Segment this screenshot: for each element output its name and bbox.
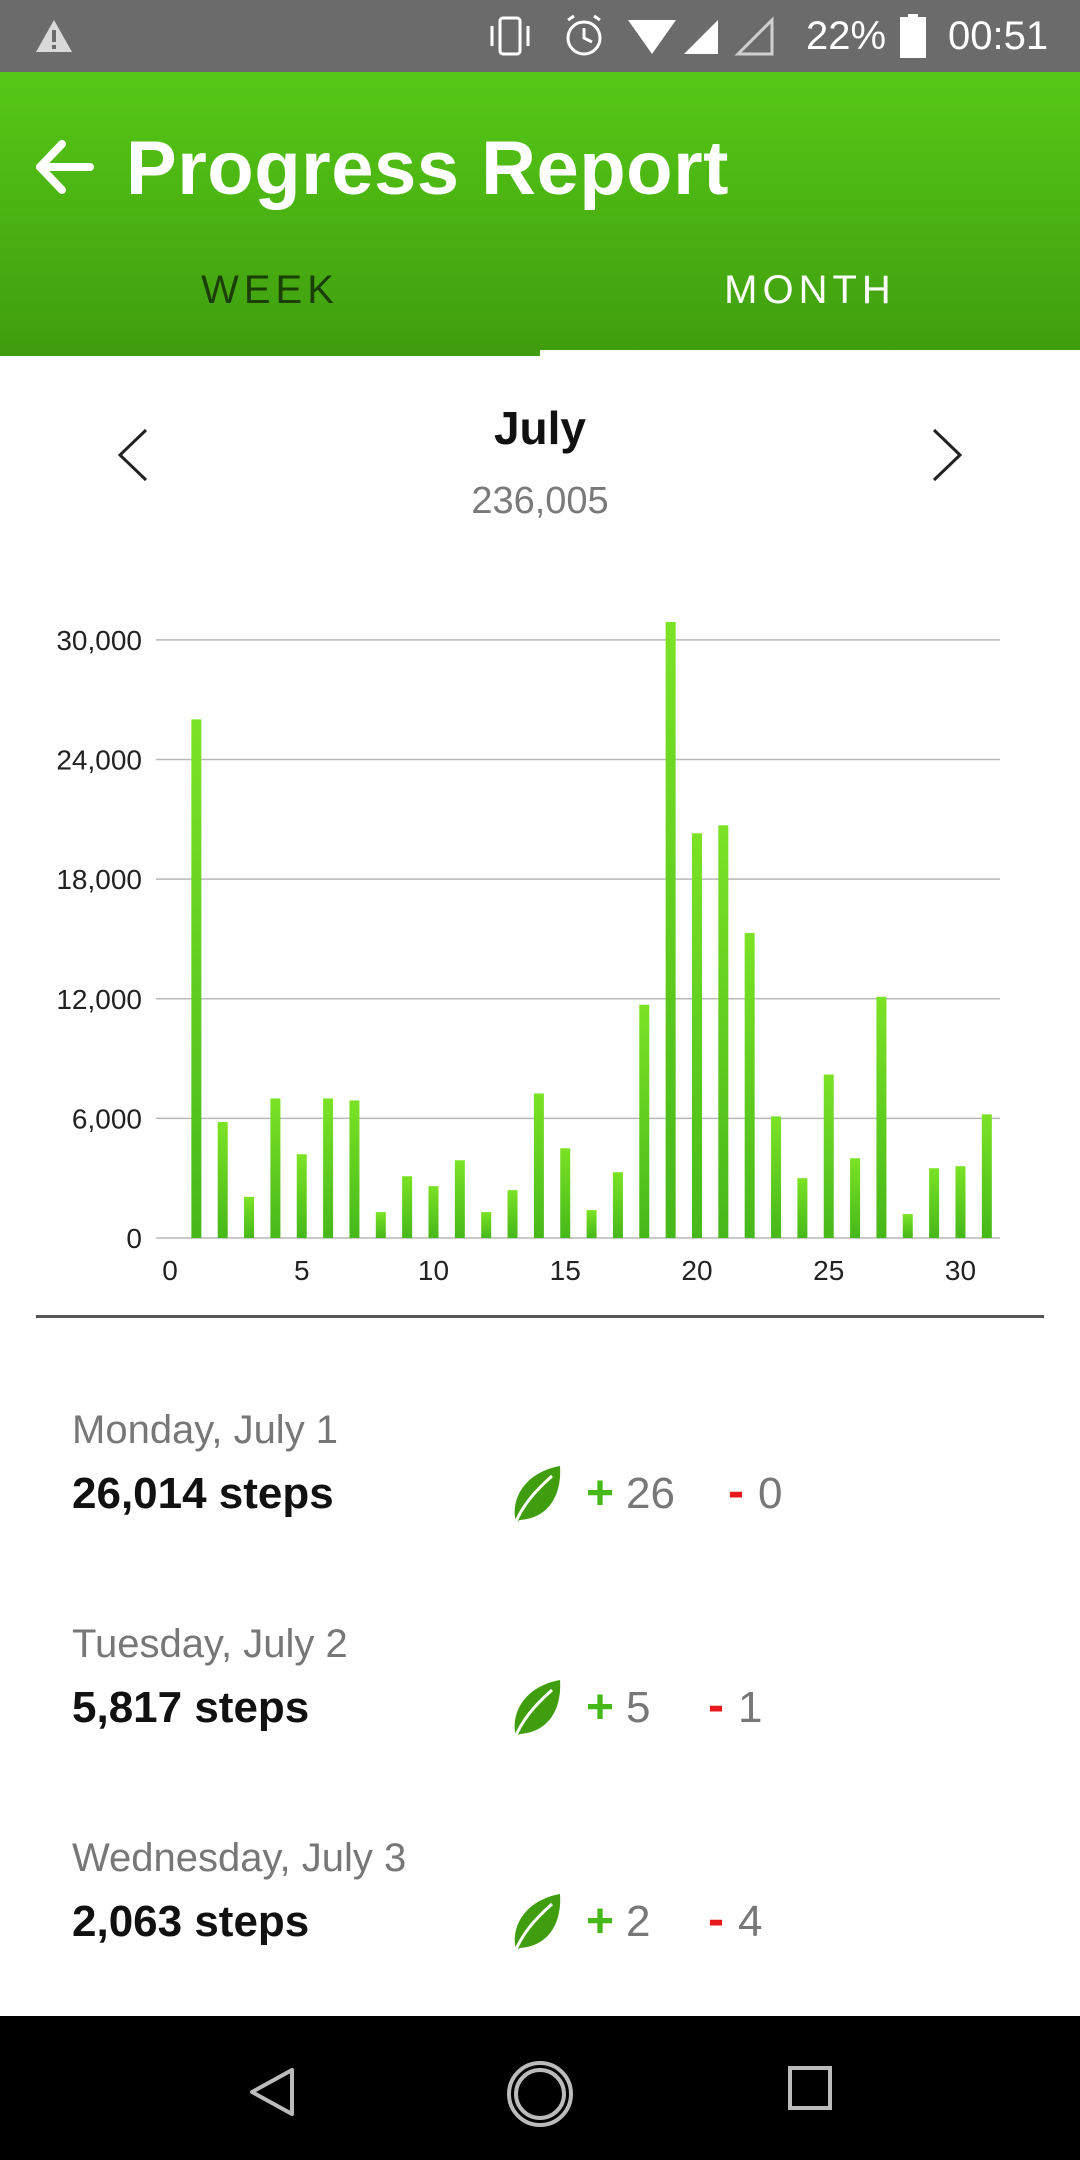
system-nav-bar: [0, 2016, 1080, 2160]
list-item[interactable]: Wednesday, July 3 2,063 steps + 2 - 4: [0, 1830, 1080, 2030]
wifi-icon: [628, 20, 676, 54]
chart-bar-day-22: [744, 932, 755, 1238]
y-tick-label: 0: [126, 1223, 142, 1254]
chart-bars: [191, 621, 992, 1238]
next-month-chevron-icon[interactable]: [918, 420, 974, 490]
chart-bar-day-20: [691, 833, 702, 1238]
battery-icon: [900, 14, 926, 58]
chart-bar-day-13: [507, 1190, 518, 1238]
list-item[interactable]: Tuesday, July 2 5,817 steps + 5 - 1: [0, 1616, 1080, 1816]
chart-bar-day-9: [402, 1176, 413, 1238]
chart-bar-day-3: [244, 1196, 255, 1238]
y-tick-label: 6,000: [72, 1103, 142, 1134]
minus-value: 1: [738, 1683, 763, 1732]
tab-month[interactable]: MONTH: [724, 268, 896, 312]
vibrate-icon: [490, 16, 530, 56]
day-date: Tuesday, July 2: [72, 1622, 348, 1666]
chart-y-ticks: 0 6,000 12,000 18,000 24,000 30,000: [56, 625, 142, 1254]
minus-sign: -: [708, 1679, 724, 1732]
monthly-steps-bar-chart: 0 6,000 12,000 18,000 24,000 30,000 0 5 10 15 20 2…: [56, 621, 1000, 1286]
back-triangle-icon[interactable]: [240, 2064, 304, 2120]
chart-bar-day-17: [612, 1172, 623, 1238]
minus-value: 4: [738, 1897, 763, 1946]
chart-bar-day-7: [349, 1100, 360, 1238]
divider: [36, 1315, 1044, 1318]
recents-square-icon[interactable]: [786, 2064, 834, 2112]
chart-bar-day-30: [955, 1166, 966, 1238]
chart-bar-day-29: [929, 1168, 940, 1238]
chart-bar-day-24: [797, 1178, 808, 1238]
day-date: Wednesday, July 3: [72, 1836, 407, 1880]
month-total-steps: 236,005: [471, 480, 609, 522]
chart-bar-day-26: [850, 1158, 861, 1238]
leaf-icon: [512, 1680, 561, 1741]
leaf-icon: [512, 1466, 561, 1527]
y-tick-label: 30,000: [56, 625, 142, 656]
chart-bar-day-15: [560, 1148, 571, 1238]
plus-sign: +: [586, 1681, 615, 1734]
page-title: Progress Report: [126, 126, 729, 211]
signal-empty-icon: [734, 16, 774, 56]
status-icons: [490, 14, 774, 56]
leaf-icon: [512, 1894, 561, 1955]
x-tick-label: 0: [162, 1255, 178, 1286]
chart-bar-day-21: [718, 825, 729, 1238]
plus-value: 2: [626, 1897, 651, 1946]
chart-bar-day-28: [902, 1214, 913, 1238]
chart-bar-day-25: [823, 1074, 834, 1238]
chart-bar-day-19: [665, 621, 676, 1238]
plus-sign: +: [586, 1467, 615, 1520]
chart-gridlines: [156, 639, 1000, 1239]
chart-bar-day-4: [270, 1098, 281, 1238]
y-tick-label: 24,000: [56, 745, 142, 776]
chart-bar-day-14: [533, 1093, 544, 1238]
alarm-icon: [566, 14, 602, 56]
day-steps: 2,063 steps: [72, 1897, 310, 1946]
previous-month-chevron-icon[interactable]: [106, 420, 162, 490]
chart-bar-day-1: [191, 719, 202, 1238]
plus-sign: +: [586, 1895, 615, 1948]
plus-value: 5: [626, 1683, 651, 1732]
month-title: July: [493, 402, 587, 454]
chart-bar-day-2: [217, 1122, 228, 1238]
y-tick-label: 18,000: [56, 864, 142, 895]
day-steps: 26,014 steps: [72, 1469, 334, 1518]
chart-bar-day-16: [586, 1210, 597, 1238]
chart-bar-day-10: [428, 1186, 439, 1238]
x-tick-label: 20: [681, 1255, 712, 1286]
tab-indicator: [540, 350, 1080, 358]
chart-bar-day-12: [481, 1212, 492, 1238]
chart-bar-day-6: [323, 1098, 334, 1238]
minus-value: 0: [758, 1469, 783, 1518]
chart-bar-day-18: [639, 1004, 650, 1238]
x-tick-label: 30: [945, 1255, 976, 1286]
day-steps: 5,817 steps: [72, 1683, 310, 1732]
signal-icon: [684, 20, 718, 54]
chart-bar-day-5: [296, 1154, 307, 1238]
x-tick-label: 10: [418, 1255, 449, 1286]
day-date: Monday, July 1: [72, 1408, 339, 1452]
plus-value: 26: [626, 1469, 675, 1518]
minus-sign: -: [728, 1465, 744, 1518]
x-tick-label: 15: [550, 1255, 581, 1286]
chart-bar-day-23: [771, 1116, 782, 1238]
y-tick-label: 12,000: [56, 984, 142, 1015]
home-circle-icon[interactable]: [504, 2058, 576, 2130]
chart-bar-day-27: [876, 996, 887, 1238]
app-bar: Progress Report WEEK MONTH: [0, 72, 1080, 358]
x-tick-label: 5: [294, 1255, 310, 1286]
back-arrow-icon[interactable]: [30, 132, 100, 202]
minus-sign: -: [708, 1893, 724, 1946]
status-bar: 22% 00:51: [0, 0, 1080, 72]
list-item[interactable]: Monday, July 1 26,014 steps + 26 - 0: [0, 1402, 1080, 1602]
tab-week[interactable]: WEEK: [201, 268, 339, 312]
warning-icon: [36, 20, 72, 52]
clock: 00:51: [948, 14, 1049, 58]
chart-x-ticks: 0 5 10 15 20 25 30: [162, 1255, 976, 1286]
chart-bar-day-8: [375, 1212, 386, 1238]
x-tick-label: 25: [813, 1255, 844, 1286]
battery-percent: 22%: [806, 14, 887, 58]
chart-bar-day-11: [454, 1160, 465, 1238]
chart-bar-day-31: [981, 1114, 992, 1238]
